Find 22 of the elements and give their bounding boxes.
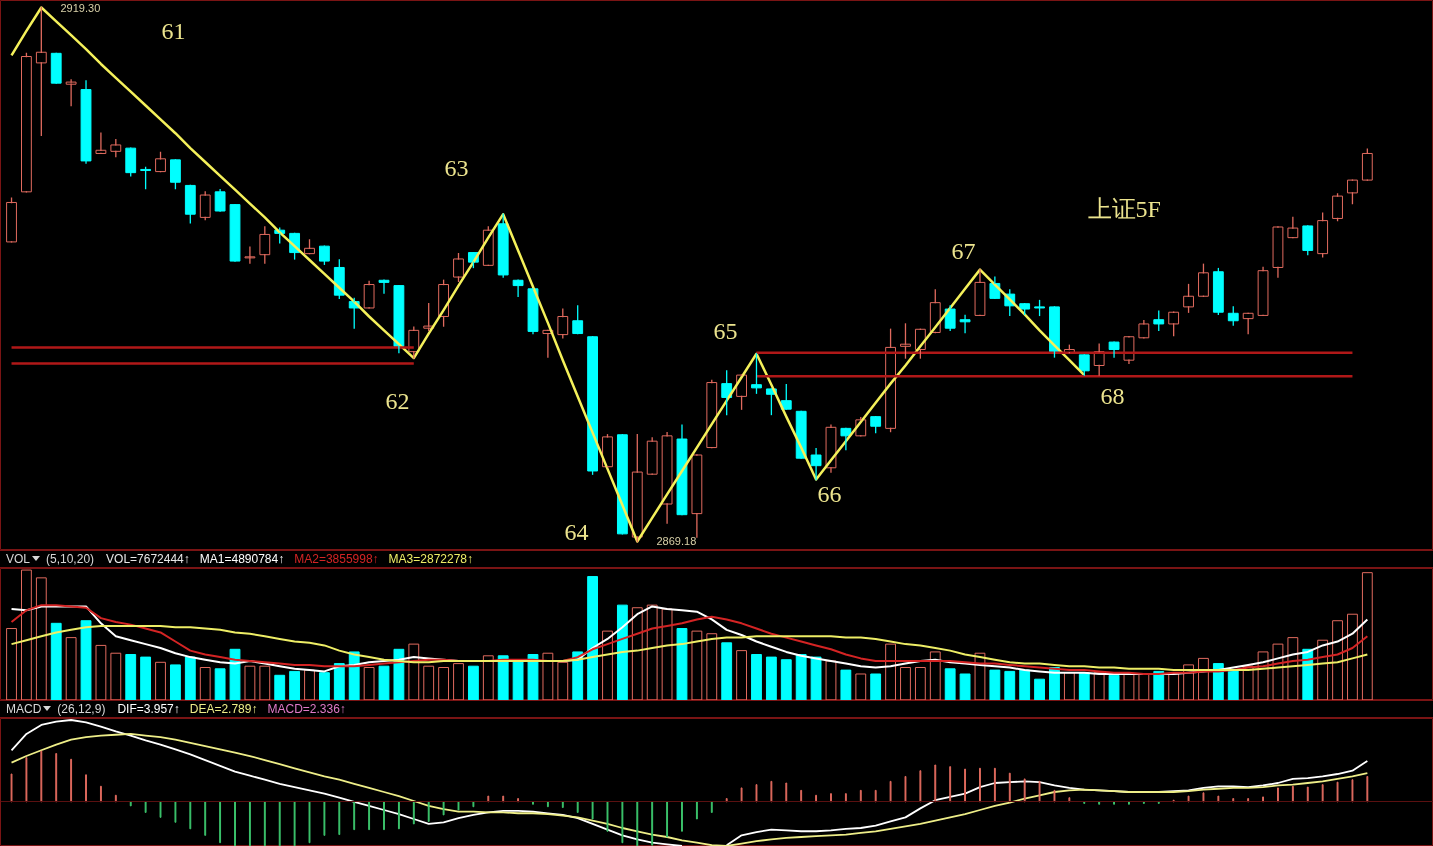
text: MA3=2872278↑ bbox=[388, 552, 474, 566]
chart-subtitle: (26,12,9) bbox=[57, 702, 106, 716]
annotation: 68 bbox=[1100, 383, 1125, 409]
annotation: 上证5F bbox=[1087, 195, 1161, 222]
annotation: 61 bbox=[161, 18, 186, 44]
annotation: 67 bbox=[951, 238, 976, 264]
annotation: 2869.18 bbox=[656, 534, 697, 547]
chart-subtitle: (5,10,20) bbox=[46, 552, 95, 566]
annotation: 65 bbox=[713, 318, 738, 344]
series-label: DIF=3.957↑ bbox=[117, 702, 180, 716]
annotation: 64 bbox=[564, 519, 589, 545]
annotation: 62 bbox=[385, 388, 410, 414]
text: MACD=2.336↑ bbox=[267, 702, 346, 716]
annotation: 66 bbox=[817, 481, 842, 507]
text: DEA=2.789↑ bbox=[189, 702, 258, 716]
annotation: 2919.30 bbox=[60, 1, 101, 14]
chart-title: MACD bbox=[6, 702, 42, 716]
annotation: 63 bbox=[444, 155, 469, 181]
chart-title: VOL bbox=[6, 552, 31, 566]
text: VOL=7672444↑ bbox=[106, 552, 190, 566]
text: MA2=3855998↑ bbox=[294, 552, 379, 566]
text: MA1=4890784↑ bbox=[199, 552, 285, 566]
